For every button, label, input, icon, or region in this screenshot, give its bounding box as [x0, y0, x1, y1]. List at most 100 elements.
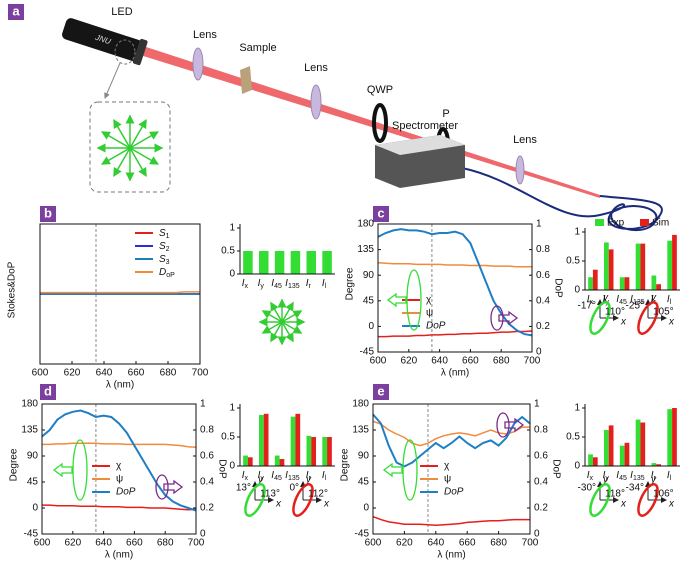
legend-label: ψ	[426, 308, 433, 319]
direction-arrow	[504, 417, 525, 433]
panel-label-box	[8, 4, 24, 20]
legend-label: DoP	[159, 267, 175, 279]
x-tick-label: 700	[188, 538, 205, 549]
y-axis-label: Degree	[340, 448, 351, 481]
bar	[263, 413, 269, 466]
star-arrow	[281, 301, 294, 323]
y-tick-label: 90	[27, 451, 39, 462]
zoom-arrow	[104, 62, 121, 99]
panel-label: d	[44, 383, 52, 398]
legend-label: DoP	[444, 487, 464, 498]
setup-label: Lens	[304, 62, 328, 74]
y2-tick-label: 0.4	[200, 477, 214, 488]
annotation: 110°	[605, 307, 625, 318]
y-tick-label: 0	[574, 461, 580, 472]
star-arrow	[270, 321, 283, 343]
axes	[584, 404, 680, 467]
bar	[640, 243, 646, 290]
y-tick-label: 90	[363, 270, 375, 281]
sketch-axis-label: y	[602, 293, 609, 304]
y-tick-label: 135	[21, 425, 38, 436]
x-tick-label: I135	[285, 278, 300, 290]
star-arrow	[270, 301, 283, 323]
bar	[592, 457, 598, 466]
bar	[667, 409, 673, 466]
annotation: -34°	[626, 483, 644, 494]
series-line	[372, 515, 530, 527]
y-axis-label: Degree	[345, 267, 356, 300]
x-tick-label: I135	[630, 470, 645, 482]
setup-label: QWP	[367, 84, 393, 96]
polarization-ellipse	[589, 483, 611, 517]
bar	[295, 413, 301, 466]
lens	[192, 47, 204, 81]
plot-frame	[377, 223, 533, 353]
y-tick-label: 0	[574, 285, 580, 296]
x-tick-label: I135	[630, 294, 645, 306]
panel-label-box	[40, 384, 56, 400]
bar	[672, 408, 677, 466]
bar	[640, 422, 646, 466]
x-tick-label: 640	[431, 356, 448, 367]
bar	[274, 455, 280, 466]
y-tick-label: 180	[352, 399, 369, 410]
legend-label: S1	[159, 228, 170, 240]
setup-diagram: a JNU LED Lens Sample Lens QWP P Lens Sp…	[8, 3, 663, 232]
annotation: 13°	[236, 483, 251, 494]
series-marker	[496, 412, 510, 438]
star-arrow	[129, 131, 160, 149]
bar	[635, 243, 641, 290]
polarization-ellipse	[292, 483, 314, 517]
y-tick-label: 0.5	[566, 432, 580, 443]
star-arrow	[100, 147, 131, 165]
legend-label: Exp	[607, 218, 625, 229]
x-tick-label: 620	[64, 368, 81, 379]
legend-label: DoP	[426, 321, 446, 332]
plot-frame	[41, 403, 197, 535]
bar	[672, 234, 677, 290]
series-line	[42, 504, 197, 511]
legend-swatch	[595, 219, 604, 226]
y2-tick-label: 0.8	[534, 425, 548, 436]
bar	[279, 459, 285, 466]
panel-label-box	[373, 206, 389, 222]
bar	[259, 251, 269, 274]
bar	[243, 251, 253, 274]
series-marker	[155, 474, 169, 500]
axes	[239, 404, 335, 467]
y-tick-label: 135	[357, 244, 374, 255]
legend-label: χ	[444, 461, 450, 472]
y2-tick-label: 1	[200, 399, 206, 410]
x-tick-label: I45	[271, 278, 282, 290]
series-marker	[406, 269, 422, 331]
sketch-axis-label: y	[650, 475, 657, 486]
x-tick-label: 640	[95, 538, 112, 549]
sketch-axis-label: x	[620, 499, 627, 510]
setup-label: Sample	[239, 42, 276, 54]
direction-arrow	[382, 462, 403, 478]
y2-tick-label: 1	[536, 219, 542, 230]
star-arrow	[281, 321, 303, 334]
x-axis-label: λ (nm)	[441, 368, 469, 379]
x-tick-label: Iy	[258, 470, 265, 482]
x-tick-label: 640	[96, 368, 113, 379]
x-tick-label: Ix	[242, 470, 249, 482]
y-tick-label: 45	[358, 477, 370, 488]
bar	[592, 269, 598, 290]
chart: 600 620 640 660 680 700 λ (nm) Stokes&DoP S1S2S3…	[7, 223, 209, 391]
x-tick-label: Iy	[603, 470, 610, 482]
annotation: 113°	[260, 489, 280, 500]
bar	[619, 277, 625, 290]
x-tick-label: 620	[64, 538, 81, 549]
polarization-ellipse	[637, 483, 659, 517]
star-arrow	[129, 118, 147, 149]
x-tick-label: 620	[396, 538, 413, 549]
x-tick-label: Ir	[306, 470, 312, 482]
x-tick-label: Il	[322, 470, 327, 482]
bar	[290, 416, 296, 466]
fiber	[461, 167, 663, 232]
chart: 600 620 640 660 680 700 -45 0 45 90 135 180 0 0.2 0.4 0…	[345, 219, 564, 379]
